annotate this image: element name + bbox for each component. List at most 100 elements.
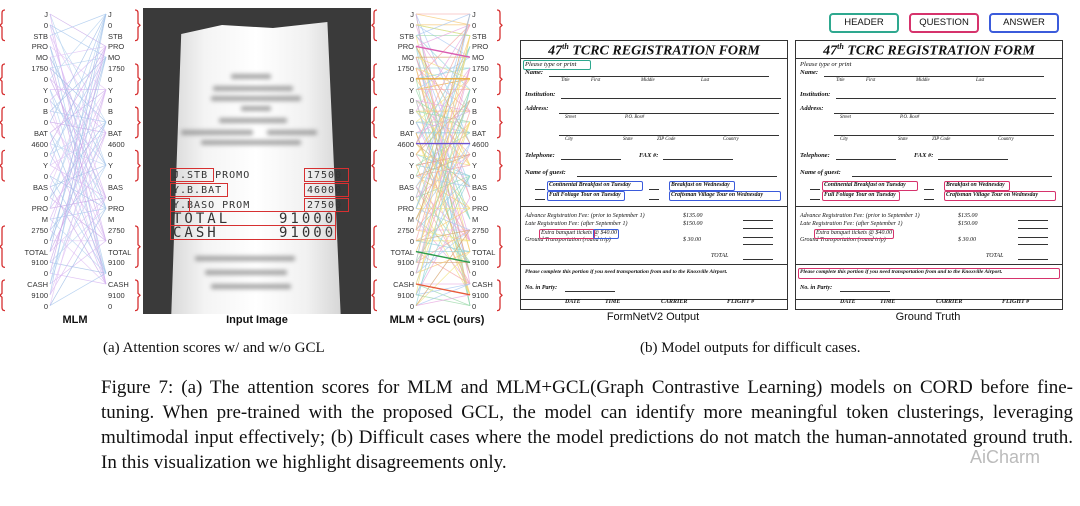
token-left: MO (35, 53, 48, 63)
option-4: Craftsman Village Tour on Wednesday (671, 192, 764, 198)
question-highlight (822, 181, 918, 191)
token-right: B (472, 107, 478, 117)
token-right: 0 (108, 269, 113, 279)
total-label: TOTAL (711, 253, 729, 259)
token-right: 0 (472, 193, 477, 203)
form-text: P.O. Box# (900, 115, 920, 120)
token-right: 0 (472, 269, 477, 279)
token-right: Y (108, 85, 114, 95)
form-line (535, 199, 545, 200)
token-right: 0 (108, 20, 113, 30)
table-column: FLIGHT # (1002, 299, 1030, 305)
token-right: BAS (472, 182, 488, 192)
question-highlight (944, 191, 1056, 201)
table-column: DATE (840, 299, 856, 305)
token-left: 0 (43, 172, 48, 181)
token-right: CASH (472, 280, 493, 289)
token-right: 0 (472, 301, 477, 311)
form-text: Country (723, 137, 739, 142)
token-left: PRO (31, 42, 48, 52)
token-left: J (44, 10, 48, 19)
token-right: MO (108, 53, 121, 63)
token-left: 0 (409, 150, 414, 160)
token-left: 0 (409, 118, 414, 127)
token-left: STB (399, 31, 414, 41)
option-3: Full Foliage Tour on Tuesday (824, 192, 896, 198)
fee-1: Advance Registration Fee: (prior to Sept… (800, 213, 920, 219)
token-left: J (410, 10, 414, 19)
token-left: 0 (43, 20, 48, 30)
form-text: Title (561, 78, 570, 83)
fee-3: Extra banquet tickets @ $40.00 (541, 230, 618, 236)
answer-highlight (669, 181, 735, 191)
form-text: P.O. Box# (625, 115, 645, 120)
form-line (743, 237, 773, 238)
token-right: 0 (108, 236, 113, 246)
form-text: ZIP Code (932, 137, 951, 142)
token-right: 0 (108, 150, 113, 160)
token-left: STB (33, 31, 48, 41)
form-text: State (623, 137, 633, 142)
receipt-cash-label: CASH (173, 225, 219, 241)
fee-1: Advance Registration Fee: (prior to Sept… (525, 213, 645, 219)
form-text: First (866, 78, 876, 83)
mlm-attention-panel: J J 0 0 STB STB PRO PRO MO MO 1750 1750 0 0 Y Y 0 0 B B 0 0 BA… (0, 0, 141, 315)
form-line (521, 264, 787, 265)
receipt-total-label: TOTAL (173, 211, 231, 227)
form-text: City (565, 137, 573, 142)
form-line (561, 98, 781, 99)
token-right: 0 (472, 236, 477, 246)
token-right: 0 (108, 74, 113, 84)
token-left: 0 (43, 236, 48, 246)
token-right: BAS (108, 182, 124, 192)
form-line (743, 228, 773, 229)
question-highlight (539, 229, 595, 239)
token-left: TOTAL (390, 247, 414, 257)
token-left: TOTAL (24, 247, 48, 257)
token-left: PRO (397, 204, 414, 214)
telephone-label: Telephone: (525, 152, 555, 159)
token-left: 0 (409, 269, 414, 279)
receipt-line-2: Y.B.BAT (173, 185, 223, 196)
token-left: Y (42, 161, 48, 171)
gcl-label: MLM + GCL (ours) (389, 314, 485, 326)
token-right: 1750 (472, 64, 489, 73)
token-right: 9100 (472, 258, 489, 268)
table-column: TIME (880, 299, 896, 305)
form-line (796, 299, 1062, 300)
token-left: Y (408, 85, 414, 95)
token-left: 0 (409, 172, 414, 181)
receipt-amount-3: 27500 (307, 200, 343, 211)
legend-header: HEADER (829, 13, 899, 33)
receipt-amount-1: 17500 (307, 170, 343, 181)
token-right: 0 (472, 96, 477, 106)
form-line (565, 291, 615, 292)
token-right: PRO (108, 42, 125, 52)
token-left: Y (42, 85, 48, 95)
token-left: CASH (393, 280, 414, 289)
form-line (1018, 228, 1048, 229)
token-right: TOTAL (108, 247, 132, 257)
token-right: 9100 (108, 258, 125, 268)
receipt-total-value: 91000 (279, 211, 337, 227)
token-left: 9100 (31, 258, 48, 268)
answer-highlight (593, 229, 619, 239)
token-left: 0 (409, 301, 414, 311)
token-left: M (41, 215, 48, 225)
form-text: Last (976, 78, 985, 83)
token-right: 0 (108, 193, 113, 203)
question-highlight (798, 268, 1060, 279)
token-left: BAT (33, 128, 48, 138)
token-left: 0 (409, 74, 414, 84)
token-left: B (42, 107, 48, 117)
option-1: Continental Breakfast on Tuesday (824, 182, 906, 188)
answer-highlight (547, 191, 625, 201)
token-right: MO (472, 53, 485, 63)
token-right: 0 (472, 20, 477, 30)
option-2: Breakfast on Wednesday (671, 182, 730, 188)
option-3: Full Foliage Tour on Tuesday (549, 192, 621, 198)
receipt-line-3: Y.BASO PROM (173, 200, 251, 211)
fax-label: FAX #: (914, 152, 934, 159)
token-left: 1750 (31, 64, 48, 73)
token-right: STB (472, 31, 487, 41)
